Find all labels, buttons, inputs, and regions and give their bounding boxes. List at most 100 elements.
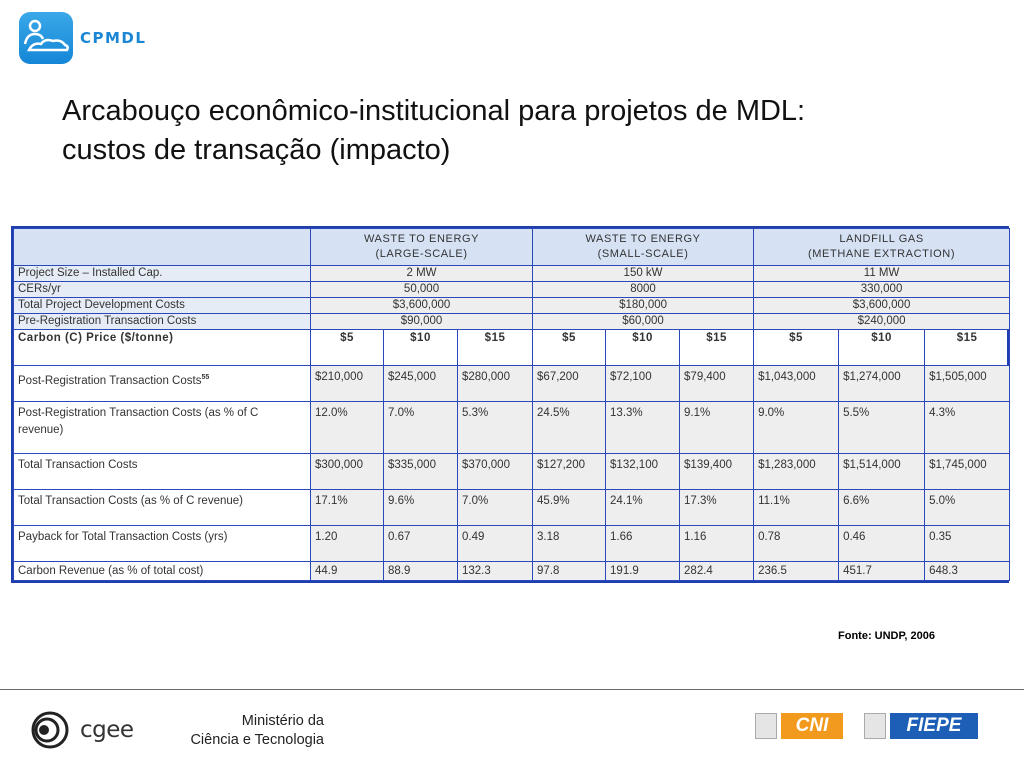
price-cell: $10 (838, 329, 926, 366)
data-cell: 7.0% (456, 489, 534, 526)
row-label: Project Size – Installed Cap. (13, 265, 311, 282)
data-cell: $1,745,000 (924, 453, 1011, 490)
cni-logo-text: CNI (781, 713, 843, 739)
row-label-cell: Post-Registration Transaction Costs55 (13, 365, 311, 402)
data-cell: 5.5% (838, 401, 926, 454)
data-row: Carbon Revenue (as % of total cost) 44.9 8… (13, 561, 1011, 581)
data-cell: 648.3 (924, 561, 1011, 581)
row-label-cell: Total Transaction Costs (as % of C reven… (13, 489, 311, 526)
data-cell: 236.5 (753, 561, 840, 581)
group-title: WASTE TO ENERGY (585, 233, 701, 245)
data-cell: 12.0% (310, 401, 384, 454)
logo-text: CPMDL (80, 29, 147, 47)
cgee-logo-icon (31, 711, 69, 749)
data-cell: 5.0% (924, 489, 1011, 526)
data-cell: 13.3% (605, 401, 681, 454)
data-cell: 24.1% (605, 489, 681, 526)
fiepe-logo: FIEPE (864, 713, 980, 739)
spec-row: Project Size – Installed Cap. 2 MW 150 kW 1… (13, 265, 1011, 282)
header-group-small-scale: WASTE TO ENERGY (SMALL-SCALE) (532, 228, 755, 266)
data-cell: 451.7 (838, 561, 926, 581)
data-cell: 132.3 (456, 561, 534, 581)
data-row: Total Transaction Costs (as % of C reven… (13, 489, 1011, 526)
data-cell: 0.46 (838, 525, 926, 562)
table-header-row: WASTE TO ENERGY (LARGE-SCALE) WASTE TO E… (13, 228, 1011, 266)
row-label: Total Transaction Costs (as % of C reven… (18, 495, 243, 507)
price-cell: $5 (532, 329, 607, 366)
row-label: Total Transaction Costs (18, 459, 138, 471)
data-cell: $1,514,000 (838, 453, 926, 490)
data-cell: 1.20 (310, 525, 384, 562)
row-label: CERs/yr (13, 281, 311, 298)
source-note: Fonte: UNDP, 2006 (838, 630, 935, 642)
data-cell: $1,043,000 (753, 365, 840, 402)
row-label: Pre-Registration Transaction Costs (13, 313, 311, 330)
ministry-line-2: Ciência e Tecnologia (190, 732, 324, 748)
cni-emblem-icon (755, 713, 777, 739)
cpmdl-logo-icon (19, 12, 73, 64)
price-row: Carbon (C) Price ($/tonne) $5 $10 $15 $5 $10 $… (13, 329, 1011, 366)
row-label-cell: Payback for Total Transaction Costs (yrs… (13, 525, 311, 562)
price-cell: $5 (753, 329, 840, 366)
data-cell: 0.67 (383, 525, 458, 562)
group-title: LANDFILL GAS (839, 233, 924, 245)
data-cell: $1,274,000 (838, 365, 926, 402)
data-cell: $72,100 (605, 365, 681, 402)
spec-row: Pre-Registration Transaction Costs $90,00… (13, 313, 1011, 330)
spec-cell: $60,000 (532, 313, 755, 330)
data-cell: 0.49 (456, 525, 534, 562)
price-cell: $10 (605, 329, 681, 366)
data-cell: 5.3% (456, 401, 534, 454)
data-cell: $245,000 (383, 365, 458, 402)
row-label: Payback for Total Transaction Costs (yrs… (18, 531, 228, 543)
ministry-label: Ministério da Ciência e Tecnologia (174, 712, 324, 750)
data-cell: $67,200 (532, 365, 607, 402)
data-cell: 9.0% (753, 401, 840, 454)
cni-logo: CNI (755, 713, 845, 739)
data-cell: 88.9 (383, 561, 458, 581)
data-cell: 191.9 (605, 561, 681, 581)
row-label: Post-Registration Transaction Costs (as … (18, 407, 259, 436)
data-cell: 44.9 (310, 561, 384, 581)
spec-cell: $180,000 (532, 297, 755, 314)
spec-cell: 150 kW (532, 265, 755, 282)
cgee-logo-text: cgee (80, 717, 134, 743)
row-label-cell: Post-Registration Transaction Costs (as … (13, 401, 311, 454)
data-cell: $370,000 (456, 453, 534, 490)
data-row: Payback for Total Transaction Costs (yrs… (13, 525, 1011, 562)
spec-cell: 11 MW (753, 265, 1011, 282)
data-cell: $127,200 (532, 453, 607, 490)
data-cell: 9.6% (383, 489, 458, 526)
data-cell: 3.18 (532, 525, 607, 562)
spec-cell: 50,000 (309, 281, 534, 298)
data-cell: 17.1% (310, 489, 384, 526)
spec-cell: $240,000 (753, 313, 1011, 330)
table-body: Project Size – Installed Cap. 2 MW 150 kW 1… (13, 265, 1011, 581)
title-line-1: Arcabouço econômico-institucional para p… (62, 95, 806, 127)
spec-row: Total Project Development Costs $3,600,00… (13, 297, 1011, 314)
ministry-line-1: Ministério da (241, 713, 324, 729)
header-blank-cell (13, 228, 311, 266)
data-cell: 1.16 (679, 525, 755, 562)
data-row: Total Transaction Costs $300,000 $335,000 $… (13, 453, 1011, 490)
row-label: Total Project Development Costs (13, 297, 311, 314)
group-title: WASTE TO ENERGY (363, 233, 480, 245)
price-cell: $15 (924, 329, 1011, 366)
spec-cell: $3,600,000 (753, 297, 1011, 314)
data-cell: 45.9% (532, 489, 607, 526)
data-cell: $132,100 (605, 453, 681, 490)
row-label-cell: Total Transaction Costs (13, 453, 311, 490)
data-cell: 24.5% (532, 401, 607, 454)
header-group-landfill-gas: LANDFILL GAS (METHANE EXTRACTION) (753, 228, 1011, 266)
data-cell: 1.66 (605, 525, 681, 562)
costs-table: WASTE TO ENERGY (LARGE-SCALE) WASTE TO E… (13, 228, 1011, 581)
footnote-marker: 55 (201, 374, 210, 381)
row-label: Carbon (C) Price ($/tonne) (13, 329, 311, 366)
data-cell: $1,505,000 (924, 365, 1011, 402)
fiepe-logo-text: FIEPE (890, 713, 978, 739)
data-cell: 4.3% (924, 401, 1011, 454)
spec-cell: 2 MW (309, 265, 534, 282)
title-line-2: custos de transação (impacto) (62, 134, 451, 166)
price-cell: $15 (679, 329, 755, 366)
data-cell: $280,000 (456, 365, 534, 402)
